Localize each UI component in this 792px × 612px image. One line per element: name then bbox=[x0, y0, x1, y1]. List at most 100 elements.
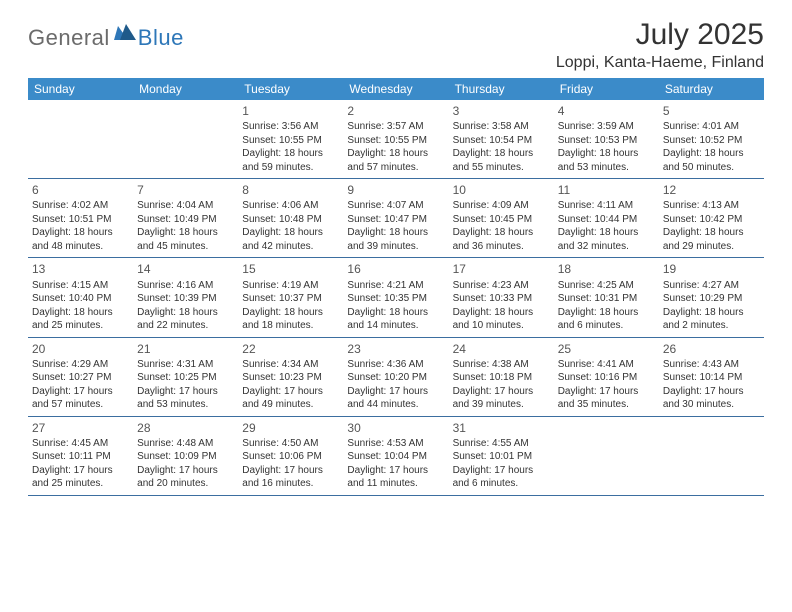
day-number: 3 bbox=[453, 103, 550, 119]
day-number: 2 bbox=[347, 103, 444, 119]
dow-cell: Thursday bbox=[449, 78, 554, 100]
logo-triangle-icon bbox=[114, 24, 136, 45]
day-number: 9 bbox=[347, 182, 444, 198]
day-cell: 20Sunrise: 4:29 AMSunset: 10:27 PMDaylig… bbox=[28, 338, 133, 416]
day-info: Sunrise: 4:04 AMSunset: 10:49 PMDaylight… bbox=[137, 199, 234, 253]
day-number: 24 bbox=[453, 341, 550, 357]
day-info: Sunrise: 4:38 AMSunset: 10:18 PMDaylight… bbox=[453, 358, 550, 412]
day-number: 16 bbox=[347, 261, 444, 277]
day-number: 10 bbox=[453, 182, 550, 198]
day-info: Sunrise: 4:25 AMSunset: 10:31 PMDaylight… bbox=[558, 279, 655, 333]
logo-text-blue: Blue bbox=[138, 25, 184, 51]
day-number: 21 bbox=[137, 341, 234, 357]
day-number: 25 bbox=[558, 341, 655, 357]
day-cell bbox=[554, 417, 659, 495]
day-info: Sunrise: 4:29 AMSunset: 10:27 PMDaylight… bbox=[32, 358, 129, 412]
day-number: 7 bbox=[137, 182, 234, 198]
day-number: 22 bbox=[242, 341, 339, 357]
day-cell: 29Sunrise: 4:50 AMSunset: 10:06 PMDaylig… bbox=[238, 417, 343, 495]
day-number: 18 bbox=[558, 261, 655, 277]
weeks-container: 1Sunrise: 3:56 AMSunset: 10:55 PMDayligh… bbox=[28, 100, 764, 496]
day-number: 11 bbox=[558, 182, 655, 198]
day-info: Sunrise: 4:06 AMSunset: 10:48 PMDaylight… bbox=[242, 199, 339, 253]
day-info: Sunrise: 3:56 AMSunset: 10:55 PMDaylight… bbox=[242, 120, 339, 174]
week-row: 6Sunrise: 4:02 AMSunset: 10:51 PMDayligh… bbox=[28, 179, 764, 258]
day-number: 19 bbox=[663, 261, 760, 277]
day-cell: 18 Sunrise: 4:25 AMSunset: 10:31 PMDaylig… bbox=[554, 258, 659, 336]
title-block: July 2025 Loppi, Kanta-Haeme, Finland bbox=[556, 18, 764, 72]
day-cell: 1Sunrise: 3:56 AMSunset: 10:55 PMDayligh… bbox=[238, 100, 343, 178]
week-row: 13Sunrise: 4:15 AMSunset: 10:40 PMDaylig… bbox=[28, 258, 764, 337]
day-number: 6 bbox=[32, 182, 129, 198]
day-number: 31 bbox=[453, 420, 550, 436]
day-info: Sunrise: 4:45 AMSunset: 10:11 PMDaylight… bbox=[32, 437, 129, 491]
day-cell: 14 Sunrise: 4:16 AMSunset: 10:39 PMDaylig… bbox=[133, 258, 238, 336]
day-cell: 21Sunrise: 4:31 AMSunset: 10:25 PMDaylig… bbox=[133, 338, 238, 416]
day-cell: 7Sunrise: 4:04 AMSunset: 10:49 PMDayligh… bbox=[133, 179, 238, 257]
day-cell: 10Sunrise: 4:09 AMSunset: 10:45 PMDaylig… bbox=[449, 179, 554, 257]
day-cell bbox=[659, 417, 764, 495]
day-info: Sunrise: 4:43 AMSunset: 10:14 PMDaylight… bbox=[663, 358, 760, 412]
header: General Blue July 2025 Loppi, Kanta-Haem… bbox=[28, 18, 764, 72]
day-number: 12 bbox=[663, 182, 760, 198]
day-info: Sunrise: 4:13 AMSunset: 10:42 PMDaylight… bbox=[663, 199, 760, 253]
day-cell: 28Sunrise: 4:48 AMSunset: 10:09 PMDaylig… bbox=[133, 417, 238, 495]
day-cell: 6Sunrise: 4:02 AMSunset: 10:51 PMDayligh… bbox=[28, 179, 133, 257]
day-cell: 25Sunrise: 4:41 AMSunset: 10:16 PMDaylig… bbox=[554, 338, 659, 416]
day-number: 30 bbox=[347, 420, 444, 436]
day-info: Sunrise: 4:36 AMSunset: 10:20 PMDaylight… bbox=[347, 358, 444, 412]
day-cell: 4Sunrise: 3:59 AMSunset: 10:53 PMDayligh… bbox=[554, 100, 659, 178]
day-info: Sunrise: 4:50 AMSunset: 10:06 PMDaylight… bbox=[242, 437, 339, 491]
day-number: 28 bbox=[137, 420, 234, 436]
day-info: Sunrise: 4:15 AMSunset: 10:40 PMDaylight… bbox=[32, 279, 129, 333]
day-cell: 24Sunrise: 4:38 AMSunset: 10:18 PMDaylig… bbox=[449, 338, 554, 416]
day-cell: 9Sunrise: 4:07 AMSunset: 10:47 PMDayligh… bbox=[343, 179, 448, 257]
day-info: Sunrise: 4:48 AMSunset: 10:09 PMDaylight… bbox=[137, 437, 234, 491]
day-info: Sunrise: 4:41 AMSunset: 10:16 PMDaylight… bbox=[558, 358, 655, 412]
day-info: Sunrise: 4:09 AMSunset: 10:45 PMDaylight… bbox=[453, 199, 550, 253]
day-info: Sunrise: 4:01 AMSunset: 10:52 PMDaylight… bbox=[663, 120, 760, 174]
day-cell: 17 Sunrise: 4:23 AMSunset: 10:33 PMDaylig… bbox=[449, 258, 554, 336]
day-number: 5 bbox=[663, 103, 760, 119]
day-info: Sunrise: 4:16 AMSunset: 10:39 PMDaylight… bbox=[137, 279, 234, 333]
dow-cell: Monday bbox=[133, 78, 238, 100]
day-number: 20 bbox=[32, 341, 129, 357]
day-cell: 13Sunrise: 4:15 AMSunset: 10:40 PMDaylig… bbox=[28, 258, 133, 336]
day-info: Sunrise: 4:34 AMSunset: 10:23 PMDaylight… bbox=[242, 358, 339, 412]
logo-text-general: General bbox=[28, 25, 110, 51]
day-info: Sunrise: 4:23 AMSunset: 10:33 PMDaylight… bbox=[453, 279, 550, 333]
day-cell: 2Sunrise: 3:57 AMSunset: 10:55 PMDayligh… bbox=[343, 100, 448, 178]
week-row: 1Sunrise: 3:56 AMSunset: 10:55 PMDayligh… bbox=[28, 100, 764, 179]
dow-cell: Friday bbox=[554, 78, 659, 100]
day-number: 4 bbox=[558, 103, 655, 119]
day-cell: 26Sunrise: 4:43 AMSunset: 10:14 PMDaylig… bbox=[659, 338, 764, 416]
day-cell: 12Sunrise: 4:13 AMSunset: 10:42 PMDaylig… bbox=[659, 179, 764, 257]
week-row: 20Sunrise: 4:29 AMSunset: 10:27 PMDaylig… bbox=[28, 338, 764, 417]
day-number: 14 bbox=[137, 261, 234, 277]
day-number: 26 bbox=[663, 341, 760, 357]
day-info: Sunrise: 4:31 AMSunset: 10:25 PMDaylight… bbox=[137, 358, 234, 412]
calendar: SundayMondayTuesdayWednesdayThursdayFrid… bbox=[28, 78, 764, 496]
day-cell: 22Sunrise: 4:34 AMSunset: 10:23 PMDaylig… bbox=[238, 338, 343, 416]
day-info: Sunrise: 4:55 AMSunset: 10:01 PMDaylight… bbox=[453, 437, 550, 491]
dow-cell: Tuesday bbox=[238, 78, 343, 100]
day-number: 17 bbox=[453, 261, 550, 277]
day-info: Sunrise: 4:53 AMSunset: 10:04 PMDaylight… bbox=[347, 437, 444, 491]
day-cell: 16Sunrise: 4:21 AMSunset: 10:35 PMDaylig… bbox=[343, 258, 448, 336]
day-info: Sunrise: 4:02 AMSunset: 10:51 PMDaylight… bbox=[32, 199, 129, 253]
dow-header-row: SundayMondayTuesdayWednesdayThursdayFrid… bbox=[28, 78, 764, 100]
day-cell bbox=[133, 100, 238, 178]
calendar-page: General Blue July 2025 Loppi, Kanta-Haem… bbox=[0, 0, 792, 514]
day-cell: 27Sunrise: 4:45 AMSunset: 10:11 PMDaylig… bbox=[28, 417, 133, 495]
day-cell: 3Sunrise: 3:58 AMSunset: 10:54 PMDayligh… bbox=[449, 100, 554, 178]
day-info: Sunrise: 3:59 AMSunset: 10:53 PMDaylight… bbox=[558, 120, 655, 174]
month-title: July 2025 bbox=[556, 18, 764, 52]
day-cell: 23Sunrise: 4:36 AMSunset: 10:20 PMDaylig… bbox=[343, 338, 448, 416]
logo: General Blue bbox=[28, 18, 184, 51]
day-number: 23 bbox=[347, 341, 444, 357]
day-info: Sunrise: 4:11 AMSunset: 10:44 PMDaylight… bbox=[558, 199, 655, 253]
day-cell bbox=[28, 100, 133, 178]
day-info: Sunrise: 3:58 AMSunset: 10:54 PMDaylight… bbox=[453, 120, 550, 174]
day-number: 8 bbox=[242, 182, 339, 198]
day-number: 27 bbox=[32, 420, 129, 436]
